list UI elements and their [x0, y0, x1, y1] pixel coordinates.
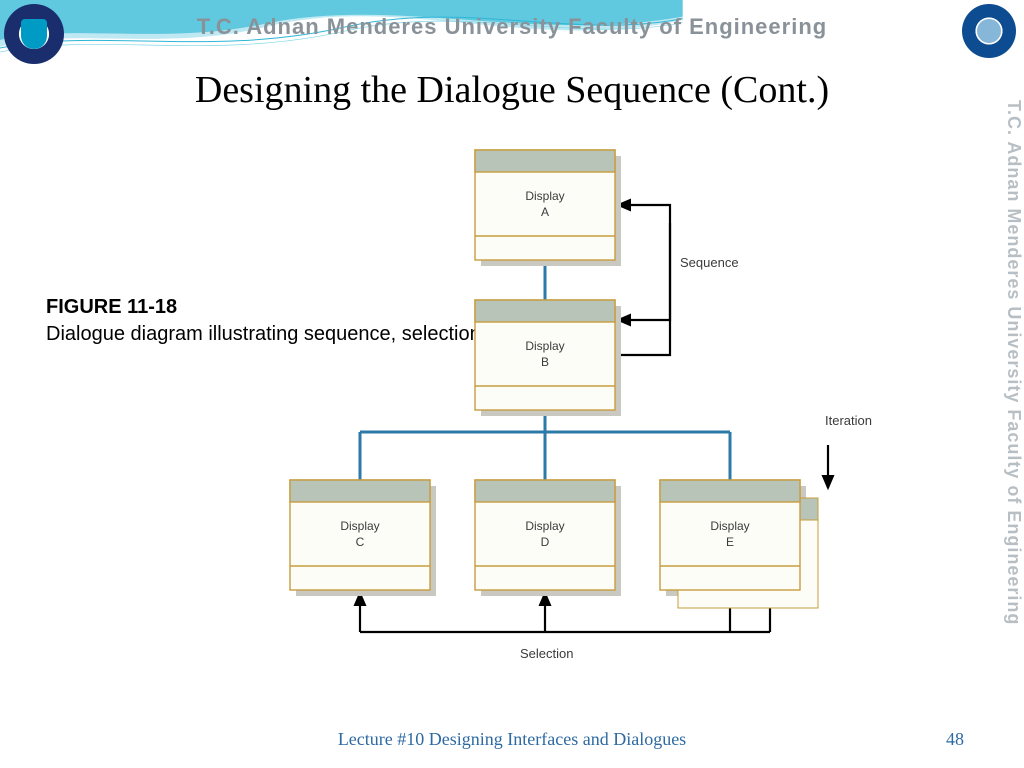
svg-text:Display: Display	[525, 519, 564, 533]
diagram-node-B: Display B	[475, 300, 621, 416]
diagram-node-D: Display D	[475, 480, 621, 596]
diagram-node-E: Display E	[660, 480, 818, 608]
header-text: T.C. Adnan Menderes University Faculty o…	[0, 14, 1024, 40]
svg-text:Sequence: Sequence	[680, 255, 739, 270]
svg-text:B: B	[541, 355, 549, 369]
svg-text:Iteration: Iteration	[825, 413, 872, 428]
diagram-node-C: Display C	[290, 480, 436, 596]
side-watermark: T.C. Adnan Menderes University Faculty o…	[984, 70, 1024, 768]
footer-page-number: 48	[946, 729, 964, 750]
svg-text:A: A	[541, 205, 549, 219]
slide-title: Designing the Dialogue Sequence (Cont.)	[0, 68, 1024, 112]
footer-lecture: Lecture #10 Designing Interfaces and Dia…	[0, 729, 1024, 750]
svg-text:E: E	[726, 535, 734, 549]
dialogue-diagram: SequenceIterationSelectionDisplayADispla…	[260, 140, 940, 680]
svg-text:C: C	[356, 535, 365, 549]
svg-text:Display: Display	[525, 339, 564, 353]
diagram-node-A: Display A	[475, 150, 621, 266]
svg-text:Display: Display	[340, 519, 379, 533]
figure-label: FIGURE 11-18	[46, 296, 177, 318]
svg-text:Display: Display	[710, 519, 749, 533]
svg-text:D: D	[541, 535, 550, 549]
svg-text:Selection: Selection	[520, 646, 573, 661]
svg-text:Display: Display	[525, 189, 564, 203]
